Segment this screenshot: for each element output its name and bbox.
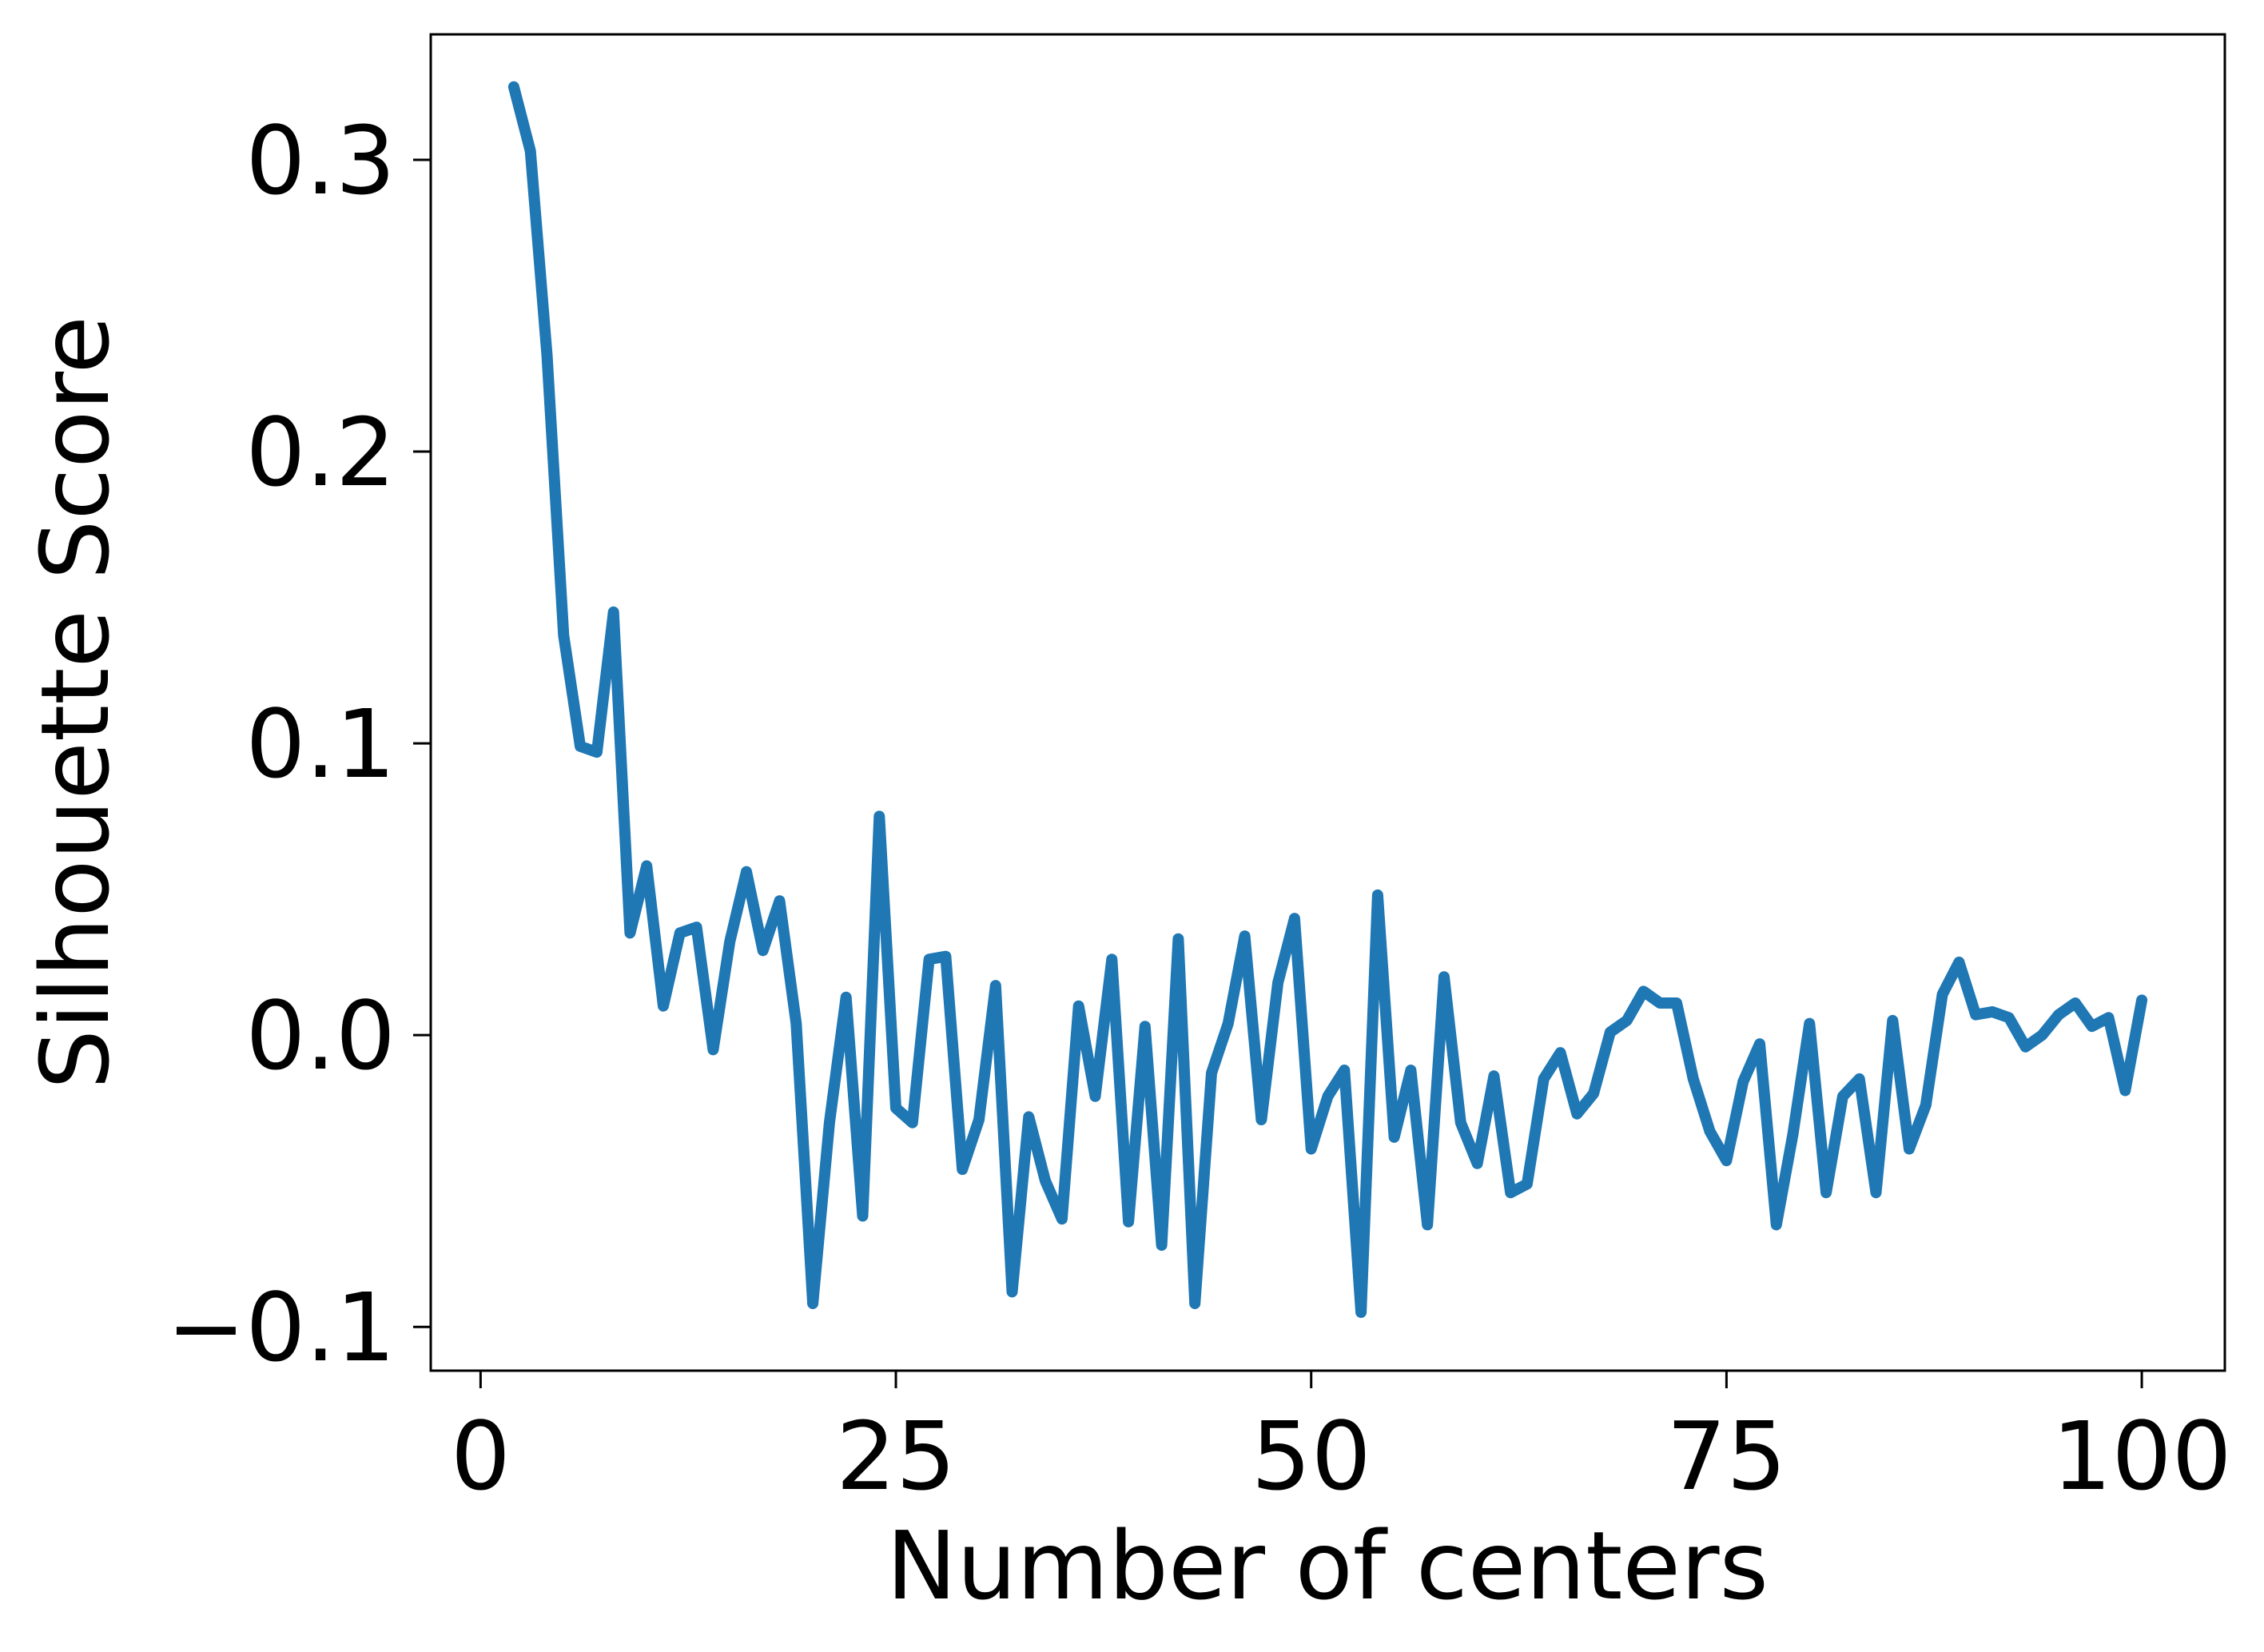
y-tick-label: 0.0 [245, 981, 396, 1091]
x-tick-label: 75 [1666, 1401, 1786, 1511]
x-tick-label: 0 [451, 1401, 511, 1511]
y-tick-label: −0.1 [166, 1272, 396, 1383]
series-line-0 [507, 81, 2148, 1318]
x-tick-label: 25 [836, 1401, 956, 1511]
y-tick-label: 0.3 [245, 105, 396, 216]
y-axis: −0.1 0.0 0.1 0.2 0.3 [166, 105, 431, 1383]
x-axis: 0 25 50 75 100 [451, 1371, 2232, 1511]
y-axis-label: Silhouette Score [20, 316, 130, 1089]
x-tick-label: 50 [1251, 1401, 1371, 1511]
series-layer [507, 81, 2148, 1318]
y-tick-label: 0.1 [245, 689, 396, 799]
x-tick-label: 100 [2051, 1401, 2231, 1511]
plot-area-frame [429, 33, 2226, 1372]
y-tick-label: 0.2 [245, 397, 396, 508]
x-axis-label: Number of centers [886, 1511, 1769, 1621]
